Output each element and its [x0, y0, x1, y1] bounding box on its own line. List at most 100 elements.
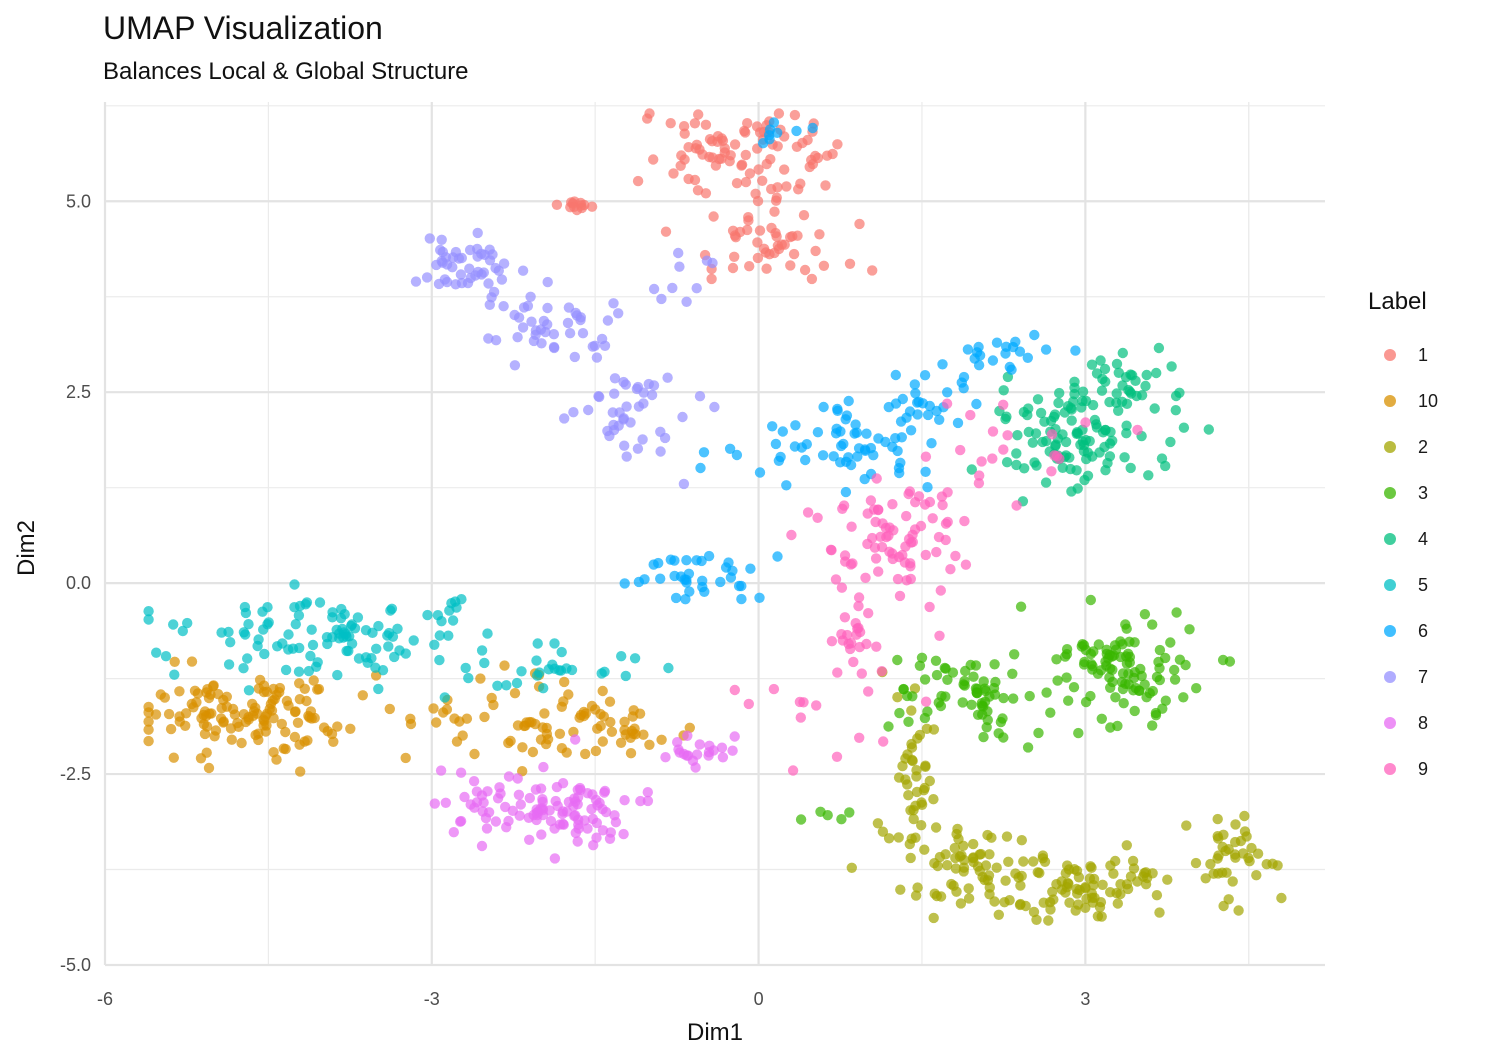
data-point-label-6 — [653, 557, 664, 569]
data-point-label-6 — [843, 395, 854, 407]
data-point-label-1 — [740, 127, 751, 138]
data-point-label-6 — [800, 454, 811, 466]
data-point-label-3 — [1107, 664, 1118, 675]
data-point-label-4 — [998, 385, 1009, 396]
data-point-label-5 — [225, 637, 236, 648]
data-point-label-3 — [1118, 698, 1129, 709]
data-point-label-3 — [1130, 682, 1142, 694]
data-point-label-3 — [970, 660, 982, 671]
data-point-label-7 — [694, 391, 706, 402]
data-point-label-2 — [921, 723, 933, 734]
data-point-label-6 — [931, 405, 942, 417]
data-point-label-5 — [511, 677, 523, 689]
data-point-label-6 — [817, 450, 829, 461]
data-point-label-4 — [1081, 453, 1092, 465]
data-point-label-7 — [648, 283, 660, 295]
data-point-label-10 — [221, 691, 232, 702]
data-point-label-2 — [1034, 867, 1045, 879]
data-point-label-5 — [436, 616, 447, 627]
data-point-label-1 — [648, 154, 659, 165]
data-point-label-6 — [777, 426, 788, 437]
data-point-label-2 — [958, 862, 970, 873]
data-point-label-2 — [1230, 836, 1241, 848]
data-point-label-8 — [523, 812, 534, 823]
data-points — [143, 108, 1287, 926]
data-point-label-8 — [429, 798, 440, 809]
data-point-label-7 — [583, 404, 594, 416]
data-point-label-4 — [1116, 396, 1128, 407]
data-point-label-6 — [922, 482, 933, 493]
data-point-label-1 — [820, 180, 831, 191]
data-point-label-7 — [707, 257, 718, 269]
data-point-label-5 — [532, 670, 543, 681]
data-point-label-2 — [897, 760, 908, 772]
data-point-label-10 — [290, 706, 301, 717]
data-point-label-3 — [1160, 652, 1171, 664]
data-point-label-1 — [706, 273, 717, 285]
data-point-label-8 — [597, 825, 609, 836]
data-point-label-8 — [599, 787, 610, 798]
data-point-label-5 — [293, 666, 305, 677]
data-point-label-2 — [1147, 868, 1158, 879]
data-point-label-1 — [818, 260, 830, 271]
data-point-label-10 — [580, 708, 591, 719]
data-point-label-2 — [1276, 892, 1287, 904]
data-point-label-4 — [1143, 470, 1154, 481]
data-point-label-5 — [492, 680, 503, 691]
data-point-label-2 — [1128, 863, 1140, 874]
data-point-label-10 — [400, 752, 411, 764]
data-point-label-10 — [479, 711, 490, 723]
data-point-label-6 — [669, 555, 680, 566]
data-point-label-10 — [155, 689, 166, 700]
data-point-label-6 — [764, 134, 775, 145]
data-point-label-5 — [301, 597, 313, 608]
data-point-label-4 — [1100, 376, 1111, 387]
data-point-label-9 — [959, 515, 970, 527]
x-axis-title: Dim1 — [687, 1019, 743, 1046]
data-point-label-2 — [916, 797, 927, 808]
data-point-label-2 — [1239, 826, 1251, 837]
y-tick-label: -2.5 — [60, 764, 91, 784]
data-point-label-10 — [517, 742, 528, 753]
data-point-label-2 — [1043, 915, 1054, 926]
data-point-label-1 — [730, 232, 741, 243]
data-point-label-5 — [280, 664, 292, 676]
data-point-label-7 — [517, 322, 529, 333]
data-point-label-8 — [642, 795, 654, 807]
data-point-label-9 — [871, 641, 882, 652]
data-point-label-4 — [1001, 457, 1013, 468]
data-point-label-7 — [564, 328, 576, 339]
data-point-label-9 — [907, 529, 918, 540]
data-point-label-7 — [542, 319, 553, 330]
data-point-label-3 — [1224, 656, 1236, 667]
data-point-label-2 — [982, 829, 993, 841]
data-point-label-9 — [1046, 466, 1057, 477]
data-point-label-7 — [608, 424, 620, 436]
data-point-label-7 — [548, 341, 560, 353]
data-point-label-3 — [1085, 648, 1097, 660]
data-point-label-2 — [1151, 890, 1163, 901]
data-point-label-1 — [854, 218, 865, 230]
data-point-label-10 — [201, 687, 212, 698]
data-point-label-8 — [582, 788, 593, 799]
data-point-label-4 — [1066, 415, 1077, 426]
data-point-label-8 — [440, 797, 451, 808]
data-point-label-10 — [236, 737, 247, 749]
data-point-label-7 — [568, 407, 579, 418]
data-point-label-8 — [536, 829, 547, 840]
legend-swatch — [1384, 395, 1396, 407]
data-point-label-3 — [903, 716, 914, 727]
data-point-label-10 — [215, 713, 227, 724]
data-point-label-2 — [1028, 856, 1039, 867]
data-point-label-2 — [1200, 873, 1211, 884]
legend-swatch — [1384, 441, 1396, 453]
data-point-label-5 — [253, 634, 264, 645]
data-point-label-10 — [438, 707, 449, 718]
data-point-label-2 — [1047, 886, 1058, 897]
data-point-label-10 — [274, 682, 286, 694]
data-point-label-8 — [455, 767, 467, 778]
data-point-label-3 — [998, 692, 1009, 704]
data-point-label-2 — [910, 890, 922, 901]
data-point-label-7 — [513, 312, 525, 323]
data-point-label-1 — [736, 159, 748, 170]
